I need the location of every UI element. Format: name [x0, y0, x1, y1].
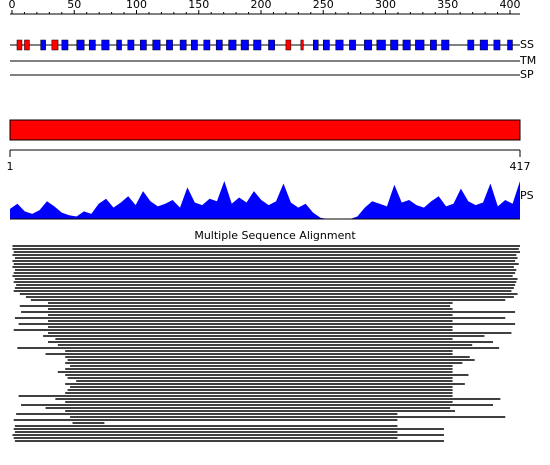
ss-segment: [253, 39, 262, 51]
ss-segment: [364, 39, 373, 51]
ss-segment: [390, 39, 399, 51]
ruler-label: 350: [437, 0, 458, 11]
ss-segment: [441, 39, 450, 51]
sp-label: SP: [520, 68, 534, 81]
ss-segment: [507, 39, 513, 51]
ss-segment: [101, 39, 110, 51]
ss-segment: [88, 39, 96, 51]
ss-segment: [467, 39, 475, 51]
ss-segment: [493, 39, 501, 51]
ps-area: [10, 181, 520, 219]
ruler-label: 150: [188, 0, 209, 11]
ss-segment: [166, 39, 173, 51]
ruler-label: 400: [500, 0, 521, 11]
ss-segment: [313, 39, 319, 51]
ss-segment: [191, 39, 198, 51]
ss-segment: [127, 39, 135, 51]
ss-segment: [228, 39, 237, 51]
ss-segment: [76, 39, 85, 51]
ss-segment: [300, 39, 304, 51]
ss-segment: [376, 39, 386, 51]
ss-segment: [285, 39, 292, 51]
ss-segment: [335, 39, 344, 51]
scale-label: 1: [7, 160, 14, 173]
ruler-label: 300: [375, 0, 396, 11]
ss-segment: [323, 39, 330, 51]
ps-label: PS: [520, 189, 534, 202]
ss-segment: [24, 39, 30, 51]
ss-segment: [215, 39, 223, 51]
ss-segment: [268, 39, 275, 51]
ss-segment: [402, 39, 411, 51]
ss-segment: [479, 39, 488, 51]
ss-segment: [61, 39, 69, 51]
ruler-label: 250: [313, 0, 334, 11]
ss-segment: [415, 39, 425, 51]
ss-segment: [179, 39, 187, 51]
tm-label: TM: [519, 54, 536, 67]
ruler-label: 50: [67, 0, 81, 11]
ruler-label: 200: [251, 0, 272, 11]
ss-segment: [152, 39, 161, 51]
ss-segment: [203, 39, 211, 51]
ss-segment: [240, 39, 249, 51]
ss-segment: [16, 39, 23, 51]
ss-segment: [349, 39, 356, 51]
domain-bar: [9, 119, 521, 141]
scale-label: 417: [510, 160, 531, 173]
ss-segment: [139, 39, 147, 51]
ss-label: SS: [520, 38, 534, 51]
ruler-label: 0: [9, 0, 16, 11]
ss-segment: [116, 39, 122, 51]
ss-segment: [51, 39, 59, 51]
msa-title: Multiple Sequence Alignment: [194, 229, 356, 242]
ruler-label: 100: [126, 0, 147, 11]
ss-segment: [40, 39, 46, 51]
ss-segment: [430, 39, 437, 51]
